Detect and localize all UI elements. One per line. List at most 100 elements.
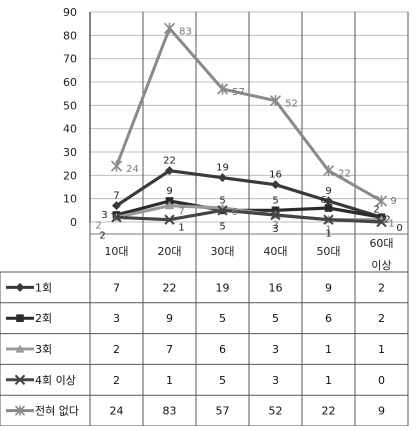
legend-key-1회 xyxy=(6,282,34,292)
data-label: 3 xyxy=(101,210,107,221)
table-cell: 5 xyxy=(219,374,226,387)
x-tick-label: 50대 xyxy=(316,245,340,258)
data-label: 5 xyxy=(272,195,278,206)
data-label: 1 xyxy=(325,229,331,240)
data-point xyxy=(271,206,280,215)
table-cell: 83 xyxy=(163,405,177,418)
data-point xyxy=(324,196,333,206)
data-label: 7 xyxy=(178,207,184,218)
data-label: 57 xyxy=(232,87,245,98)
table-cell: 22 xyxy=(163,281,177,294)
data-label: 9 xyxy=(390,196,396,207)
star-marker-icon xyxy=(14,405,26,416)
table-cell: 2 xyxy=(113,343,120,356)
table-cell: 3 xyxy=(113,312,120,325)
data-label: 52 xyxy=(285,99,298,110)
table-cell: 0 xyxy=(378,374,385,387)
table-cell: 1 xyxy=(378,343,385,356)
table-cell: 3 xyxy=(272,374,279,387)
data-label: 1 xyxy=(325,225,331,236)
data-label: 3 xyxy=(272,220,278,231)
table-cell: 2 xyxy=(378,312,385,325)
legend-key-전혀 없다 xyxy=(6,405,34,416)
data-point xyxy=(323,214,334,225)
table-cell: 6 xyxy=(325,312,332,325)
diamond-marker-icon xyxy=(15,282,25,292)
x-tick-label: 40대 xyxy=(263,245,287,258)
data-label: 2 xyxy=(384,214,390,225)
x-tick-label: 10대 xyxy=(104,245,128,258)
data-point xyxy=(110,160,123,172)
data-label: 2 xyxy=(373,204,379,215)
data-point xyxy=(163,22,176,34)
legend-label: 4회 이상 xyxy=(35,374,76,387)
y-tick-label: 90 xyxy=(63,6,77,19)
data-point xyxy=(376,216,387,228)
data-label: 83 xyxy=(179,26,192,37)
y-tick-label: 70 xyxy=(63,53,77,66)
table-cell: 24 xyxy=(110,405,124,418)
series-line xyxy=(116,208,382,224)
data-point xyxy=(111,212,122,223)
series-line xyxy=(115,169,382,219)
x-tick-label-part: 60대 xyxy=(369,237,393,250)
data-point xyxy=(165,201,174,210)
data-point xyxy=(165,166,174,176)
table-cell: 16 xyxy=(269,281,283,294)
data-point xyxy=(216,83,229,95)
data-point xyxy=(218,173,227,183)
data-label: 1 xyxy=(178,223,184,234)
x-marker-icon xyxy=(14,374,26,386)
legend-label: 3회 xyxy=(35,343,52,356)
x-tick-label: 20대 xyxy=(157,245,181,258)
data-point xyxy=(324,204,333,212)
data-label: 5 xyxy=(219,221,225,232)
y-tick-label: 50 xyxy=(63,99,77,112)
data-label: 2 xyxy=(99,230,105,241)
data-point xyxy=(217,205,228,216)
triangle-marker-icon xyxy=(15,344,25,353)
table-cell: 5 xyxy=(272,312,279,325)
y-tick-label: 0 xyxy=(70,216,77,229)
data-label: 22 xyxy=(163,156,176,167)
table-cell: 1 xyxy=(166,374,173,387)
table-cell: 9 xyxy=(166,312,173,325)
data-point xyxy=(165,197,174,205)
data-label: 16 xyxy=(269,170,282,181)
square-marker-icon xyxy=(16,314,24,323)
y-tick-label: 40 xyxy=(63,123,77,136)
data-label: 0 xyxy=(396,223,402,234)
table-cell: 19 xyxy=(216,281,230,294)
y-axis: 0 10 20 30 40 50 60 70 80 90 xyxy=(63,6,91,229)
table-cell: 3 xyxy=(272,343,279,356)
series-line xyxy=(115,26,383,203)
table-cell: 9 xyxy=(378,405,385,418)
data-point xyxy=(375,195,388,207)
table-cell: 7 xyxy=(113,281,120,294)
table-cell: 9 xyxy=(325,281,332,294)
data-label: 9 xyxy=(166,186,172,197)
data-label: 19 xyxy=(216,163,229,174)
data-point xyxy=(271,180,280,190)
data-point xyxy=(322,165,335,177)
data-label: 6 xyxy=(320,195,326,206)
x-tick-label-part: 이상 xyxy=(371,259,391,272)
table-cell: 5 xyxy=(219,312,226,325)
data-label: 3 xyxy=(272,224,278,235)
legend-key-2회 xyxy=(6,314,34,323)
table-cell: 1 xyxy=(325,343,332,356)
data-label: 7 xyxy=(113,191,119,202)
series-lines xyxy=(110,22,388,228)
legend-label: 전혀 없다 xyxy=(35,405,79,418)
data-point xyxy=(164,214,175,225)
data-point xyxy=(269,95,282,107)
y-tick-label: 30 xyxy=(63,146,77,159)
data-label: 2 xyxy=(95,220,101,231)
table-cell: 6 xyxy=(219,343,226,356)
y-tick-label: 10 xyxy=(63,193,77,206)
data-label: 5 xyxy=(219,195,225,206)
y-tick-label: 80 xyxy=(63,29,77,42)
